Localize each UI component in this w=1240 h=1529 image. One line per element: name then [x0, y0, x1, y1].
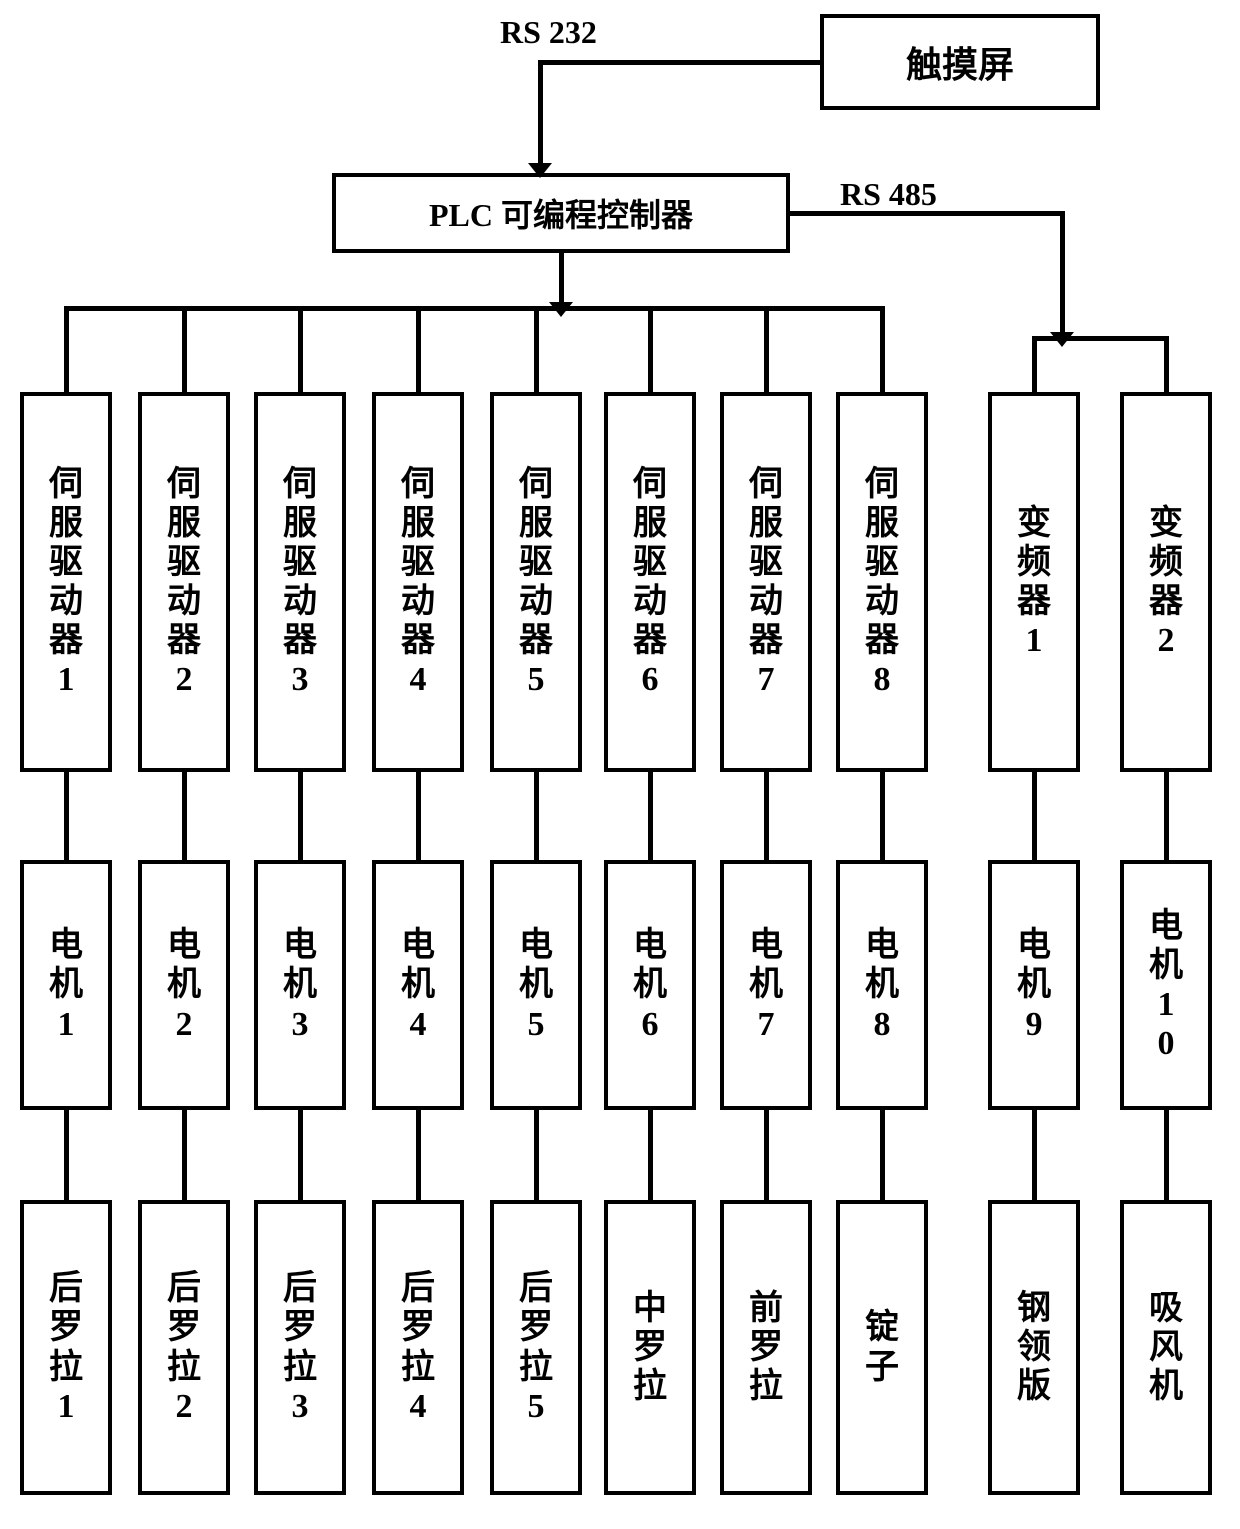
connector-line	[648, 1108, 653, 1202]
component-box-5: 后罗拉5	[490, 1200, 582, 1495]
connector-line	[1050, 332, 1074, 347]
component-box-10: 吸风机	[1120, 1200, 1212, 1495]
connector-line	[1164, 336, 1169, 392]
connector-line	[298, 770, 303, 862]
connector-line	[298, 306, 303, 392]
connector-line	[416, 306, 421, 392]
connector-line	[880, 306, 885, 392]
plc-box: PLC 可编程控制器	[332, 173, 790, 253]
connector-line	[648, 306, 653, 392]
connector-line	[534, 770, 539, 862]
connector-line	[1164, 770, 1169, 862]
connector-line	[880, 1108, 885, 1202]
component-box-9: 钢领版	[988, 1200, 1080, 1495]
component-box-8: 锭子	[836, 1200, 928, 1495]
touchscreen-label: 触摸屏	[906, 36, 1014, 88]
component-box-4: 后罗拉4	[372, 1200, 464, 1495]
component-box-6: 中罗拉	[604, 1200, 696, 1495]
connector-line	[182, 770, 187, 862]
component-box-3: 后罗拉3	[254, 1200, 346, 1495]
rs485-label: RS 485	[840, 176, 937, 213]
connector-line	[64, 770, 69, 862]
connector-line	[540, 60, 820, 65]
component-box-7: 前罗拉	[720, 1200, 812, 1495]
connector-line	[534, 306, 539, 392]
driver-box-3: 伺服驱动器3	[254, 392, 346, 772]
driver-box-4: 伺服驱动器4	[372, 392, 464, 772]
motor-box-9: 电机9	[988, 860, 1080, 1110]
motor-box-3: 电机3	[254, 860, 346, 1110]
rs232-label: RS 232	[500, 14, 597, 51]
connector-line	[880, 770, 885, 862]
connector-line	[1032, 770, 1037, 862]
connector-line	[416, 1108, 421, 1202]
motor-box-1: 电机1	[20, 860, 112, 1110]
driver-box-5: 伺服驱动器5	[490, 392, 582, 772]
connector-line	[1060, 211, 1065, 338]
connector-line	[1164, 1108, 1169, 1202]
motor-box-4: 电机4	[372, 860, 464, 1110]
connector-line	[1032, 336, 1037, 392]
motor-box-7: 电机7	[720, 860, 812, 1110]
connector-line	[764, 770, 769, 862]
connector-line	[764, 1108, 769, 1202]
motor-box-8: 电机8	[836, 860, 928, 1110]
connector-line	[64, 306, 69, 392]
connector-line	[648, 770, 653, 862]
component-box-1: 后罗拉1	[20, 1200, 112, 1495]
motor-box-6: 电机6	[604, 860, 696, 1110]
connector-line	[790, 211, 1062, 216]
connector-line	[764, 306, 769, 392]
connector-line	[1032, 1108, 1037, 1202]
connector-line	[528, 163, 552, 178]
driver-box-2: 伺服驱动器2	[138, 392, 230, 772]
plc-label: PLC 可编程控制器	[429, 190, 693, 236]
driver-box-6: 伺服驱动器6	[604, 392, 696, 772]
driver-box-7: 伺服驱动器7	[720, 392, 812, 772]
connector-line	[182, 1108, 187, 1202]
connector-line	[538, 60, 543, 169]
motor-box-10: 电机10	[1120, 860, 1212, 1110]
motor-box-5: 电机5	[490, 860, 582, 1110]
driver-box-9: 变频器1	[988, 392, 1080, 772]
component-box-2: 后罗拉2	[138, 1200, 230, 1495]
touchscreen-box: 触摸屏	[820, 14, 1100, 110]
driver-box-1: 伺服驱动器1	[20, 392, 112, 772]
connector-line	[559, 253, 564, 308]
connector-line	[66, 306, 882, 311]
connector-line	[534, 1108, 539, 1202]
connector-line	[182, 306, 187, 392]
connector-line	[298, 1108, 303, 1202]
motor-box-2: 电机2	[138, 860, 230, 1110]
connector-line	[416, 770, 421, 862]
connector-line	[64, 1108, 69, 1202]
driver-box-10: 变频器2	[1120, 392, 1212, 772]
driver-box-8: 伺服驱动器8	[836, 392, 928, 772]
